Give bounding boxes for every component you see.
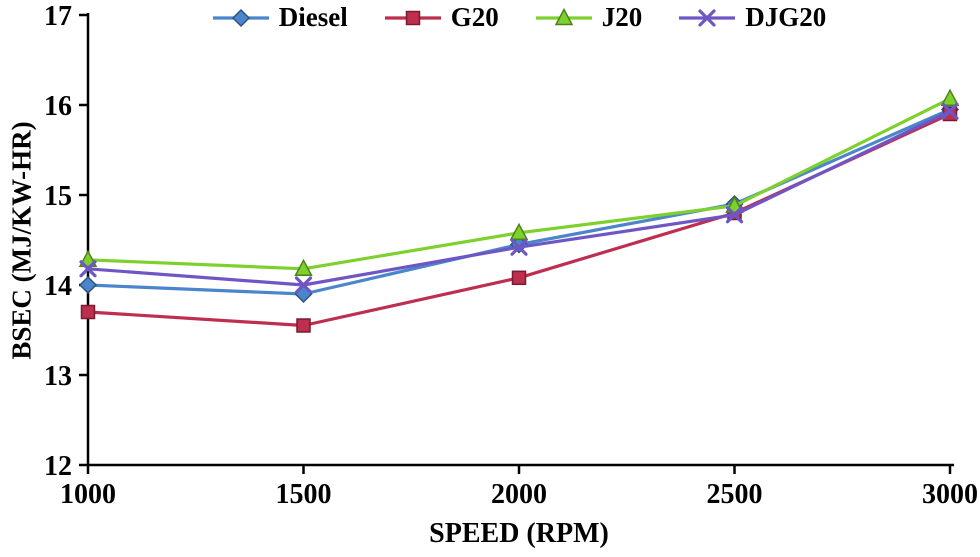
g20-line-marker-icon [384, 7, 442, 29]
y-tick-label: 15 [44, 181, 72, 212]
y-tick-label: 13 [44, 361, 72, 392]
y-tick-label: 17 [44, 1, 72, 32]
series-g20 [80, 106, 958, 333]
diesel-line-marker-icon [212, 7, 270, 29]
legend-label-diesel: Diesel [278, 2, 348, 32]
legend: Diesel G20 J20 DJG20 [88, 4, 950, 31]
legend-item-j20: J20 [535, 2, 643, 32]
legend-label-g20: G20 [450, 2, 499, 32]
series-djg20 [79, 102, 959, 294]
x-tick-label: 3000 [922, 479, 978, 510]
legend-item-g20: G20 [384, 4, 499, 31]
x-axis-title: SPEED (RPM) [429, 518, 609, 549]
y-axis-title-wrap: BSEC (MJ/KW-HR) [0, 15, 44, 465]
legend-item-diesel: Diesel [212, 4, 348, 31]
j20-line-marker-icon [535, 7, 593, 29]
legend-label-j20: J20 [601, 2, 643, 32]
y-tick-label: 16 [44, 91, 72, 122]
legend-label-djg20: DJG20 [745, 2, 827, 32]
y-tick-label: 14 [44, 271, 72, 302]
y-tick-label: 12 [44, 451, 72, 482]
y-axis-title: BSEC (MJ/KW-HR) [6, 120, 37, 360]
x-tick-label: 1500 [276, 479, 332, 510]
legend-item-djg20: DJG20 [678, 4, 826, 31]
x-tick-label: 1000 [60, 479, 116, 510]
x-tick-label: 2500 [707, 479, 763, 510]
x-tick-label: 2000 [491, 479, 547, 510]
djg20-line-marker-icon [678, 7, 736, 29]
